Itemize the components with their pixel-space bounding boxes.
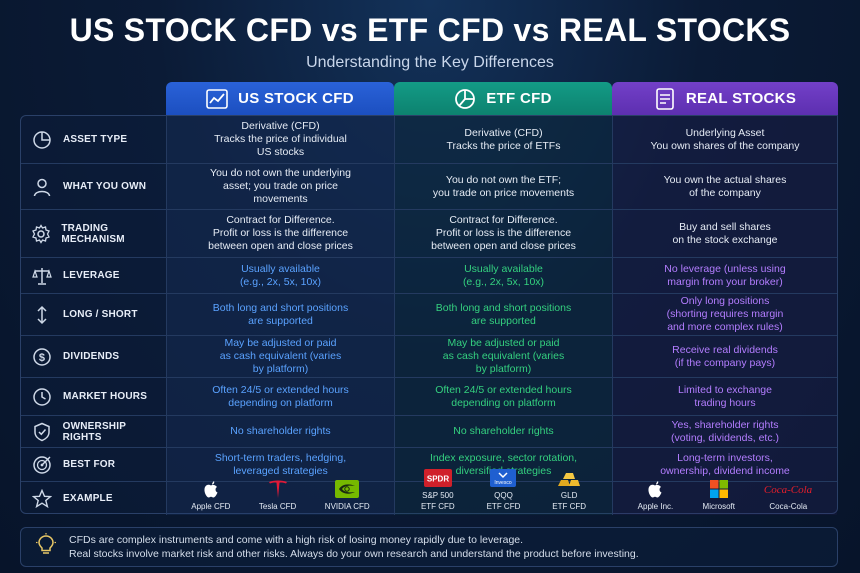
svg-text:Invesco: Invesco [495, 480, 512, 486]
cell-real-stocks: No leverage (unless using margin from you… [613, 258, 837, 293]
row-label: EXAMPLE [21, 482, 167, 515]
row-label: LEVERAGE [21, 258, 167, 293]
table-row: LONG / SHORT Both long and short positio… [21, 294, 837, 336]
microsoft-logo-icon [709, 478, 728, 500]
cell-real-stocks: You own the actual shares of the company [613, 164, 837, 209]
cell-us-stock-cfd: Often 24/5 or extended hours depending on… [167, 378, 395, 415]
dollar-icon: $ [31, 346, 53, 368]
cell-us-stock-cfd: Short-term traders, hedging, leveraged st… [167, 448, 395, 481]
cell-real-stocks: Receive real dividends (if the company pa… [613, 336, 837, 377]
column-header-label: US STOCK CFD [238, 90, 354, 107]
cell-us-stock-cfd: Derivative (CFD) Tracks the price of indi… [167, 116, 395, 163]
cell-real-stocks: Limited to exchange trading hours [613, 378, 837, 415]
clock-icon [31, 386, 53, 408]
invesco-logo-icon: Invesco [490, 467, 517, 489]
column-header-label: REAL STOCKS [685, 90, 797, 107]
cell-etf-cfd: No shareholder rights [395, 416, 613, 447]
person-icon [31, 176, 53, 198]
cell-real-stocks: Only long positions (shorting requires ma… [613, 294, 837, 335]
row-label: ASSET TYPE [21, 116, 167, 163]
cell-us-stock-cfd: No shareholder rights [167, 416, 395, 447]
cell-etf-cfd: Often 24/5 or extended hours depending on… [395, 378, 613, 415]
star-icon [31, 488, 53, 510]
table-row: ASSET TYPE Derivative (CFD) Tracks the pr… [21, 116, 837, 164]
cell-etf-cfd: Derivative (CFD) Tracks the price of ETFs [395, 116, 613, 163]
table-row: EXAMPLE Apple CFD Tesla CFD [21, 469, 837, 515]
table-row: LEVERAGE Usually available (e.g., 2x, 5x,… [21, 258, 837, 294]
table-row: WHAT YOU OWN You do not own the underlyi… [21, 164, 837, 210]
table-row: $ DIVIDENDS May be adjusted or paid as ca… [21, 336, 837, 378]
row-label: TRADING MECHANISM [21, 210, 167, 257]
example-tesla-cfd: Tesla CFD [259, 478, 296, 511]
chart-line-icon [206, 88, 228, 110]
target-icon [31, 454, 53, 476]
nvidia-logo-icon [335, 478, 360, 500]
spdr-logo-icon: SPDR [423, 467, 452, 489]
cell-us-stock-cfd: May be adjusted or paid as cash equivalen… [167, 336, 395, 377]
apple-logo-icon [203, 478, 219, 500]
example-apple-cfd: Apple CFD [191, 478, 230, 511]
cell-us-stock-cfd: Usually available (e.g., 2x, 5x, 10x) [167, 258, 395, 293]
row-label: WHAT YOU OWN [21, 164, 167, 209]
coca-cola-logo-icon: Coca-Cola [764, 478, 812, 500]
disclaimer-text: CFDs are complex instruments and come wi… [69, 534, 639, 560]
row-label: BEST FOR [21, 448, 167, 481]
example-spdr-etf: SPDR S&P 500 ETF CFD [421, 467, 455, 511]
row-label: $ DIVIDENDS [21, 336, 167, 377]
shield-check-icon [31, 421, 53, 443]
table-body: ASSET TYPE Derivative (CFD) Tracks the pr… [20, 115, 838, 515]
cell-us-stock-cfd: Contract for Difference. Profit or loss i… [167, 210, 395, 257]
table-row: TRADING MECHANISM Contract for Differenc… [21, 210, 837, 258]
pie-chart-icon [454, 88, 476, 110]
cell-etf-cfd: Both long and short positions are support… [395, 294, 613, 335]
svg-text:Coca-Cola: Coca-Cola [764, 484, 812, 496]
column-header-real-stocks: REAL STOCKS [612, 82, 838, 115]
table-row: MARKET HOURS Often 24/5 or extended hour… [21, 378, 837, 416]
scale-icon [31, 265, 53, 287]
comparison-table: US STOCK CFD ETF CFD REAL STOCKS ASSET T… [20, 82, 838, 515]
table-row: OWNERSHIP RIGHTS No shareholder rights N… [21, 416, 837, 448]
pie-chart-icon [31, 129, 53, 151]
lightbulb-icon [35, 532, 57, 562]
example-nvidia-cfd: NVIDIA CFD [325, 478, 370, 511]
column-header-label: ETF CFD [486, 90, 552, 107]
apple-logo-icon [647, 478, 663, 500]
row-label: MARKET HOURS [21, 378, 167, 415]
cell-real-stocks: Underlying Asset You own shares of the co… [613, 116, 837, 163]
example-qqq-etf: Invesco QQQ ETF CFD [487, 467, 520, 511]
cell-us-stock-cfd: You do not own the underlying asset; you … [167, 164, 395, 209]
up-down-arrows-icon [31, 304, 53, 326]
example-gld-etf: GLD ETF CFD [552, 467, 586, 511]
cell-us-stock-cfd: Apple CFD Tesla CFD NVIDIA CFD [167, 480, 395, 515]
row-label: OWNERSHIP RIGHTS [21, 416, 167, 447]
cell-etf-cfd: Contract for Difference. Profit or loss i… [395, 210, 613, 257]
disclaimer-box: CFDs are complex instruments and come wi… [20, 527, 838, 567]
example-microsoft: Microsoft [703, 478, 735, 511]
page-subtitle: Understanding the Key Differences [306, 54, 554, 71]
tesla-logo-icon [267, 478, 289, 500]
example-coca-cola: Coca-Cola Coca-Cola [764, 478, 812, 511]
cell-real-stocks: Yes, shareholder rights (voting, dividend… [613, 416, 837, 447]
cell-real-stocks: Apple Inc. Microsoft Coca-Cola Coca-Cola [613, 480, 837, 515]
cell-real-stocks: Buy and sell shares on the stock exchange [613, 210, 837, 257]
page-title: US STOCK CFD vs ETF CFD vs REAL STOCKS [69, 12, 791, 48]
document-icon [654, 87, 676, 110]
cell-real-stocks: Long-term investors, ownership, dividend … [613, 448, 837, 481]
column-header-us-stock-cfd: US STOCK CFD [166, 82, 394, 115]
gold-bars-icon [556, 467, 582, 489]
cell-us-stock-cfd: Both long and short positions are support… [167, 294, 395, 335]
cell-etf-cfd: SPDR S&P 500 ETF CFD Invesco QQQ ETF CFD [395, 469, 613, 515]
column-header-etf-cfd: ETF CFD [394, 82, 612, 115]
cell-etf-cfd: May be adjusted or paid as cash equivalen… [395, 336, 613, 377]
cell-etf-cfd: Usually available (e.g., 2x, 5x, 10x) [395, 258, 613, 293]
row-label: LONG / SHORT [21, 294, 167, 335]
example-apple-inc: Apple Inc. [638, 478, 673, 511]
svg-text:SPDR: SPDR [427, 475, 449, 484]
svg-text:$: $ [39, 352, 45, 364]
gear-icon [31, 223, 51, 245]
cell-etf-cfd: You do not own the ETF; you trade on pric… [395, 164, 613, 209]
